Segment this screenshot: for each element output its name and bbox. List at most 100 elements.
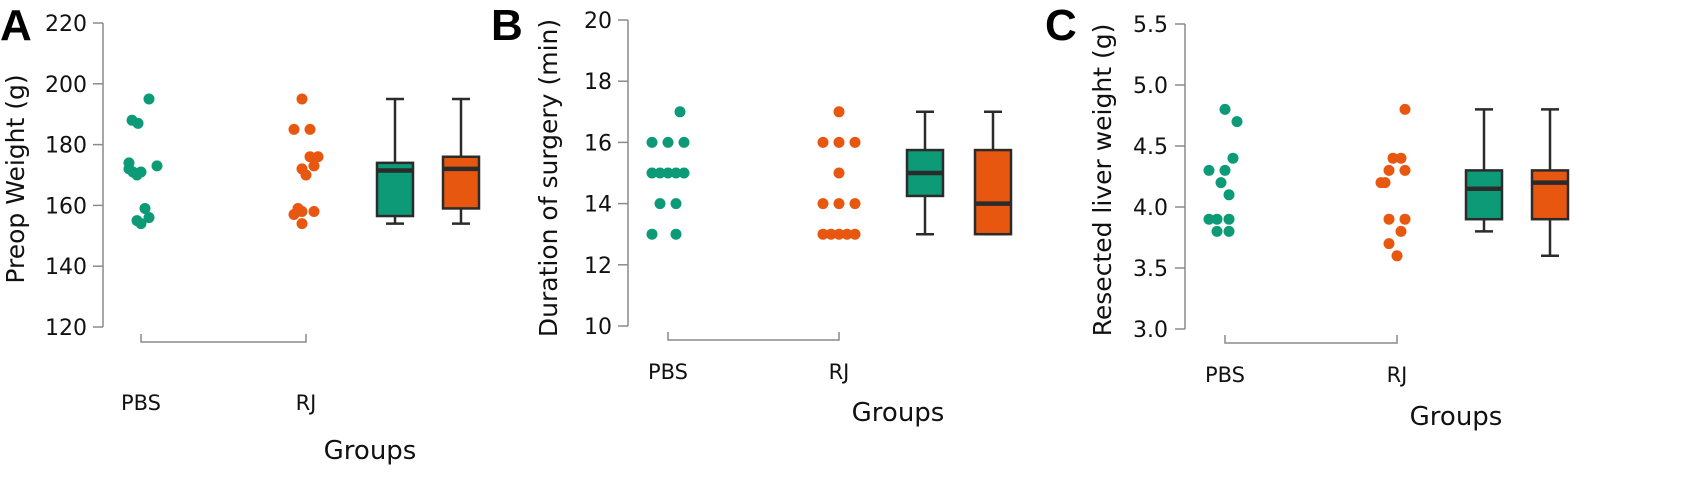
panel-letter-b: B bbox=[491, 1, 523, 50]
data-point-pbs bbox=[646, 136, 658, 148]
x-axis-label-b: Groups bbox=[852, 398, 945, 428]
data-point-pbs bbox=[670, 228, 682, 240]
data-point-rj bbox=[833, 106, 845, 118]
y-axis-label-c: Resected liver weight (g) bbox=[1088, 24, 1117, 337]
data-point-rj bbox=[304, 123, 316, 135]
data-point-pbs bbox=[646, 228, 658, 240]
data-point-rj bbox=[833, 167, 845, 179]
data-point-rj bbox=[1383, 213, 1395, 225]
data-point-pbs bbox=[670, 198, 682, 210]
data-point-rj bbox=[308, 205, 320, 217]
panel-a: A Preop Weight (g) PBS RJ Groups 1201401… bbox=[0, 1, 481, 466]
data-point-rj bbox=[849, 136, 861, 148]
category-label-b-rj: RJ bbox=[829, 360, 850, 384]
data-point-rj bbox=[841, 228, 853, 240]
y-tick-label: 4.0 bbox=[1133, 196, 1168, 221]
y-tick-label: 3.0 bbox=[1133, 318, 1168, 343]
data-point-rj bbox=[1383, 164, 1395, 176]
data-point-pbs bbox=[670, 167, 682, 179]
y-tick-label: 16 bbox=[584, 131, 612, 156]
data-point-rj bbox=[1399, 103, 1411, 115]
data-point-pbs bbox=[1223, 213, 1235, 225]
data-point-rj bbox=[817, 228, 829, 240]
data-point-pbs bbox=[1219, 164, 1231, 176]
y-tick-label: 3.5 bbox=[1133, 257, 1168, 282]
data-point-pbs bbox=[131, 169, 143, 181]
data-point-pbs bbox=[143, 212, 155, 224]
data-point-pbs bbox=[1211, 225, 1223, 237]
category-label-c-rj: RJ bbox=[1387, 363, 1408, 387]
data-point-rj bbox=[1375, 177, 1387, 189]
y-axis-label-b: Duration of surgery (min) bbox=[534, 19, 563, 337]
data-point-rj bbox=[833, 136, 845, 148]
data-point-rj bbox=[296, 93, 308, 105]
data-point-pbs bbox=[1231, 116, 1243, 128]
x-axis-label-c: Groups bbox=[1410, 402, 1503, 432]
y-axis-label-a: Preop Weight (g) bbox=[1, 74, 30, 283]
data-point-rj bbox=[833, 228, 845, 240]
data-point-rj bbox=[1395, 225, 1407, 237]
y-tick-label: 140 bbox=[45, 255, 87, 280]
data-point-pbs bbox=[132, 117, 144, 129]
data-point-rj bbox=[308, 160, 320, 172]
y-tick-label: 160 bbox=[45, 194, 87, 219]
panel-c: C Resected liver weight (g) PBS RJ Group… bbox=[1045, 1, 1570, 432]
x-axis-label-a: Groups bbox=[324, 436, 417, 466]
data-point-pbs bbox=[1223, 189, 1235, 201]
x-axis-bracket bbox=[1224, 335, 1398, 344]
data-point-rj bbox=[817, 198, 829, 210]
data-point-pbs bbox=[1223, 225, 1235, 237]
category-label-a-rj: RJ bbox=[296, 391, 317, 415]
data-point-rj bbox=[288, 123, 300, 135]
data-point-pbs bbox=[654, 167, 666, 179]
data-point-rj bbox=[1387, 152, 1399, 164]
data-point-pbs bbox=[1211, 213, 1223, 225]
data-point-rj bbox=[849, 228, 861, 240]
y-tick-label: 12 bbox=[584, 254, 612, 279]
data-point-pbs bbox=[1203, 213, 1215, 225]
panel-letter-c: C bbox=[1045, 1, 1077, 50]
plot-area-a: 120 140 160 180 200 220 bbox=[45, 12, 481, 343]
data-point-pbs bbox=[1215, 177, 1227, 189]
y-tick-label: 5.0 bbox=[1133, 74, 1168, 99]
data-point-pbs bbox=[1219, 103, 1231, 115]
data-point-pbs bbox=[1203, 164, 1215, 176]
data-point-pbs bbox=[143, 93, 155, 105]
plot-area-b: 10 12 14 16 18 20 bbox=[584, 9, 1013, 341]
data-point-rj bbox=[304, 151, 316, 163]
data-point-rj bbox=[817, 136, 829, 148]
panel-letter-a: A bbox=[0, 1, 32, 50]
y-tick-label: 200 bbox=[45, 73, 87, 98]
plot-area-c: 3.0 3.5 4.0 4.5 5.0 5.5 bbox=[1133, 13, 1570, 344]
category-label-c-pbs: PBS bbox=[1205, 363, 1245, 387]
data-point-rj bbox=[1383, 238, 1395, 250]
category-label-a-pbs: PBS bbox=[121, 391, 161, 415]
data-point-pbs bbox=[646, 167, 658, 179]
data-point-rj bbox=[833, 198, 845, 210]
data-point-rj bbox=[300, 169, 312, 181]
data-point-rj bbox=[312, 151, 324, 163]
y-tick-label: 14 bbox=[584, 193, 612, 218]
boxplot-rj-box bbox=[441, 155, 481, 210]
data-point-rj bbox=[1395, 152, 1407, 164]
data-point-pbs bbox=[678, 136, 690, 148]
boxplot-pbs-box bbox=[1464, 169, 1504, 221]
boxplot-rj-box bbox=[973, 148, 1013, 236]
data-point-pbs bbox=[674, 106, 686, 118]
data-point-pbs bbox=[1227, 152, 1239, 164]
boxplot-rj-box bbox=[1530, 169, 1570, 221]
data-point-pbs bbox=[678, 167, 690, 179]
data-point-rj bbox=[849, 198, 861, 210]
data-point-rj bbox=[296, 218, 308, 230]
data-point-pbs bbox=[662, 136, 674, 148]
y-tick-label: 220 bbox=[45, 12, 87, 37]
data-point-rj bbox=[1399, 213, 1411, 225]
data-point-pbs bbox=[135, 218, 147, 230]
y-tick-label: 18 bbox=[584, 70, 612, 95]
y-tick-label: 20 bbox=[584, 9, 612, 34]
y-tick-label: 5.5 bbox=[1133, 13, 1168, 38]
y-tick-label: 10 bbox=[584, 315, 612, 340]
data-point-rj bbox=[288, 209, 300, 221]
data-point-pbs bbox=[151, 160, 163, 172]
